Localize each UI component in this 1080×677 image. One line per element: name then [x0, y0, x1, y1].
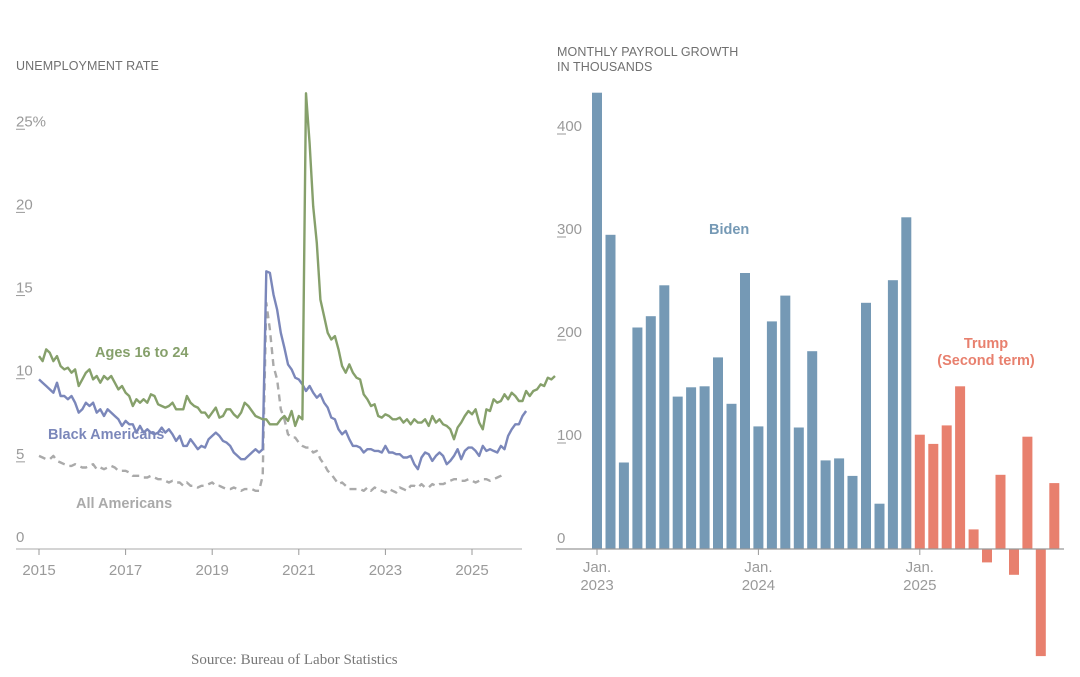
- label-all-americans: All Americans: [76, 496, 172, 512]
- payroll-chart-title-line1: MONTHLY PAYROLL GROWTH: [557, 45, 738, 59]
- bar-biden: [793, 427, 804, 549]
- payroll-growth-chart: MONTHLY PAYROLL GROWTH IN THOUSANDS 0 100…: [556, 45, 1064, 657]
- x-tick-label: 2021: [282, 562, 315, 579]
- payroll-chart-title-line2: IN THOUSANDS: [557, 60, 652, 74]
- y-tick-label: 0: [557, 530, 565, 547]
- bar-biden: [618, 462, 629, 549]
- bar-biden: [766, 321, 777, 549]
- bar-biden: [887, 280, 898, 549]
- bars: [592, 92, 1060, 657]
- x-tick-label-year: 2023: [580, 577, 613, 594]
- x-axis-ticks: 2015 2017 2019 2021 2023 2025: [22, 549, 489, 579]
- bar-biden: [592, 92, 602, 549]
- bar-biden: [901, 217, 912, 550]
- bar-biden: [807, 351, 818, 549]
- bar-trump: [1049, 483, 1060, 549]
- x-tick-label: 2015: [22, 562, 55, 579]
- bar-trump: [928, 443, 939, 549]
- y-tick-label: 400: [557, 118, 582, 135]
- bar-trump: [982, 549, 992, 563]
- label-ages-16-24: Ages 16 to 24: [95, 345, 189, 361]
- bar-trump: [1035, 549, 1046, 657]
- y-axis-ticks: 0 5 10 15 20 25%: [16, 113, 46, 546]
- series-line-ages-16-to-24: [38, 92, 556, 441]
- y-axis-ticks: 0 100 200 300 400: [557, 118, 582, 547]
- series-line-black-americans: [38, 270, 528, 471]
- y-tick-label: 200: [557, 324, 582, 341]
- x-tick-label-year: 2025: [903, 577, 936, 594]
- x-tick-label-month: Jan.: [906, 559, 934, 576]
- bar-biden: [713, 357, 723, 549]
- y-tick-label: 15: [16, 280, 33, 297]
- unemployment-chart-title: UNEMPLOYMENT RATE: [16, 59, 159, 73]
- bar-biden: [645, 316, 656, 549]
- y-tick-label: 5: [16, 446, 24, 463]
- y-tick-label: 10: [16, 363, 33, 380]
- bar-biden: [632, 327, 643, 549]
- bar-biden: [726, 403, 737, 549]
- bar-biden: [780, 295, 791, 549]
- bar-biden: [605, 234, 616, 550]
- bar-biden: [740, 273, 750, 549]
- bar-biden: [861, 302, 871, 549]
- x-tick-label-year: 2024: [742, 577, 775, 594]
- bar-trump: [941, 425, 952, 549]
- y-tick-label: 100: [557, 427, 582, 444]
- series-line-all-americans: [38, 301, 506, 494]
- bar-biden: [686, 387, 697, 549]
- bar-trump: [955, 386, 966, 549]
- bar-biden: [753, 426, 764, 549]
- x-tick-label: 2025: [455, 562, 488, 579]
- y-tick-label: 300: [557, 221, 582, 238]
- x-tick-label-month: Jan.: [583, 559, 611, 576]
- bar-trump: [968, 529, 979, 549]
- bar-trump: [995, 474, 1006, 549]
- bar-biden: [847, 475, 858, 549]
- y-tick-label: 0: [16, 529, 24, 546]
- series-lines: [38, 92, 556, 494]
- label-trump: Trump: [964, 336, 1008, 352]
- bar-biden: [699, 386, 710, 549]
- x-tick-label: 2023: [369, 562, 402, 579]
- label-trump-second-term: (Second term): [937, 353, 1035, 369]
- bar-biden: [820, 460, 831, 549]
- label-black-americans: Black Americans: [48, 427, 164, 443]
- bar-trump: [914, 434, 925, 549]
- bar-biden: [874, 503, 885, 549]
- bar-biden: [834, 458, 845, 549]
- bar-biden: [659, 285, 670, 549]
- bar-trump: [1022, 436, 1033, 549]
- y-tick-label: 20: [16, 196, 33, 213]
- y-tick-label: 25%: [16, 113, 46, 130]
- x-tick-label: 2019: [196, 562, 229, 579]
- source-note: Source: Bureau of Labor Statistics: [191, 652, 398, 668]
- bar-trump: [1009, 549, 1019, 575]
- x-tick-label-month: Jan.: [744, 559, 772, 576]
- x-tick-label: 2017: [109, 562, 142, 579]
- bar-biden: [672, 396, 683, 549]
- label-biden: Biden: [709, 222, 749, 238]
